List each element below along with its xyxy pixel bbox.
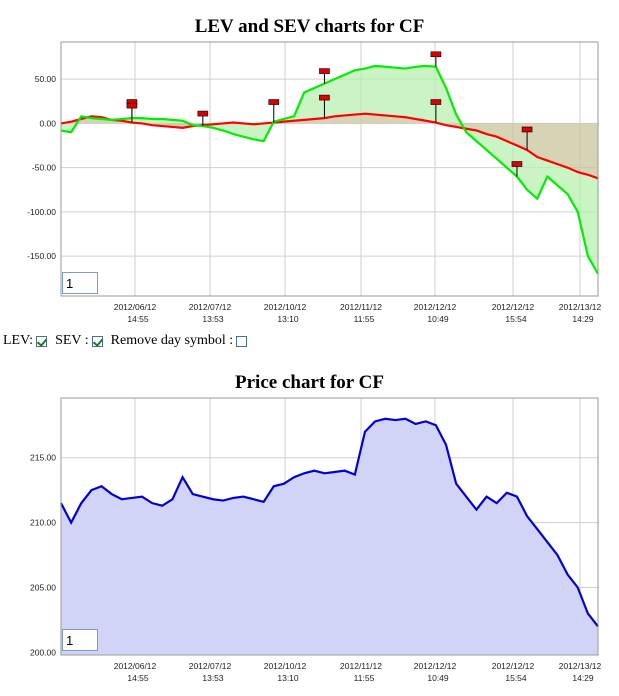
x-tick-label-time: 13:10 — [277, 314, 299, 324]
x-tick-label-time: 11:55 — [354, 314, 375, 324]
x-tick-label-time: 14:55 — [127, 314, 149, 324]
y-tick-label: 215.00 — [30, 453, 56, 463]
x-tick-label-time: 15:54 — [505, 314, 527, 324]
y-tick-label: 200.00 — [30, 647, 56, 657]
x-tick-label-date: 2012/10/12 — [264, 302, 307, 312]
x-tick-label-date: 2012/07/12 — [189, 661, 232, 671]
remove-day-symbol-label: Remove day symbol : — [110, 333, 234, 348]
day-input-lev-sev[interactable]: 1 — [62, 272, 98, 294]
series-controls: LEV: SEV : Remove day symbol : — [3, 333, 255, 349]
x-tick-label-date: 2012/06/12 — [114, 302, 157, 312]
x-tick-label-date: 2012/13/12 — [559, 302, 602, 312]
day-marker-flag — [521, 126, 533, 133]
x-tick-label-time: 10:49 — [427, 314, 449, 324]
day-marker-flag — [430, 51, 442, 58]
lev-sev-chart: 50.00 0.00 -50.00 -100.00 -150.00 2012/06/12 1… — [27, 41, 602, 324]
series-line — [60, 64, 599, 275]
lev-label: LEV: — [3, 333, 34, 348]
y-tick-label: 205.00 — [30, 583, 56, 593]
x-tick-label-time: 13:53 — [202, 673, 224, 683]
x-tick-label-date: 2012/10/12 — [264, 661, 307, 671]
day-marker-flag — [511, 161, 523, 167]
day-input-price[interactable]: 1 — [62, 629, 98, 651]
day-marker-flag — [430, 99, 442, 105]
series-line — [60, 417, 599, 628]
x-tick-label-time: 15:54 — [505, 673, 527, 683]
day-marker-flag — [126, 102, 138, 109]
x-tick-label-date: 2012/12/12 — [414, 661, 457, 671]
x-tick-label-time: 11:55 — [354, 673, 375, 683]
x-tick-label-date: 2012/06/12 — [114, 661, 157, 671]
lev-checkbox[interactable] — [36, 335, 48, 347]
x-tick-label-date: 2012/13/12 — [559, 661, 602, 671]
sev-fill-area — [61, 65, 598, 274]
plot-frame — [60, 41, 599, 297]
price-fill-area — [61, 418, 598, 655]
x-tick-label-time: 10:49 — [427, 673, 449, 683]
y-tick-label: -100.00 — [27, 207, 56, 217]
chart-title-lev-sev: LEV and SEV charts for CF — [194, 16, 425, 37]
day-marker-flag — [319, 94, 330, 101]
y-tick-label: 210.00 — [30, 518, 56, 528]
x-tick-label-time: 13:10 — [277, 673, 299, 683]
plot-frame — [60, 397, 599, 656]
x-tick-label-date: 2012/12/12 — [492, 302, 535, 312]
x-tick-label-time: 14:55 — [127, 673, 149, 683]
series-line — [60, 112, 599, 180]
y-tick-label: -50.00 — [32, 163, 56, 173]
day-marker-flag — [197, 110, 209, 117]
sev-label: SEV : — [55, 333, 89, 348]
chart-title-price: Price chart for CF — [235, 372, 384, 393]
x-tick-label-date: 2012/11/12 — [340, 302, 382, 312]
x-tick-label-time: 14:29 — [572, 673, 594, 683]
x-tick-label-date: 2012/12/12 — [492, 661, 535, 671]
x-tick-label-date: 2012/12/12 — [414, 302, 457, 312]
sev-checkbox[interactable] — [91, 335, 103, 347]
day-marker-flag — [268, 99, 280, 105]
y-tick-label: 0.00 — [39, 118, 56, 128]
y-tick-label: -150.00 — [27, 251, 56, 261]
x-tick-label-time: 14:29 — [572, 314, 594, 324]
y-tick-label: 50.00 — [35, 74, 57, 84]
x-tick-label-date: 2012/07/12 — [189, 302, 232, 312]
x-tick-label-date: 2012/11/12 — [340, 661, 382, 671]
x-tick-label-time: 13:53 — [202, 314, 224, 324]
day-marker-flag — [319, 68, 330, 74]
remove-day-symbol-checkbox[interactable] — [236, 335, 248, 347]
